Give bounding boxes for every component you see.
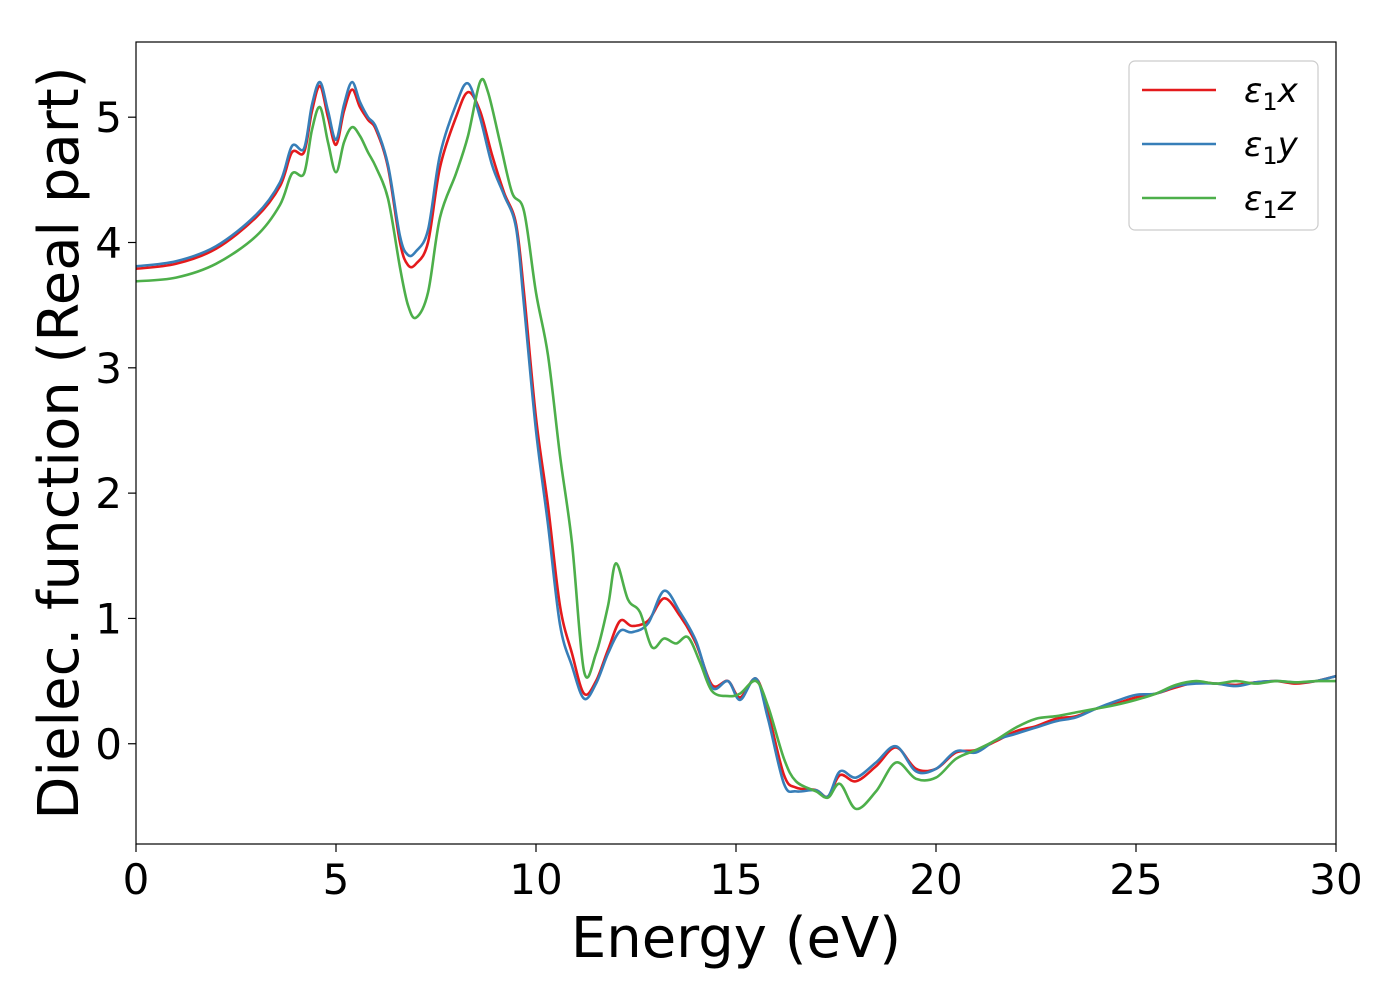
x-tick-label: 20 xyxy=(909,855,962,904)
x-tick-label: 25 xyxy=(1109,855,1162,904)
x-tick-label: 30 xyxy=(1309,855,1362,904)
y-tick-label: 1 xyxy=(95,594,122,643)
y-tick-label: 3 xyxy=(95,344,122,393)
series-line-1z xyxy=(136,77,1336,811)
y-axis: 0 1 2 3 4 5 xyxy=(95,93,136,769)
x-tick-label: 5 xyxy=(323,855,350,904)
x-tick-label: 15 xyxy=(709,855,762,904)
series-line-1y xyxy=(136,80,1336,799)
legend-box xyxy=(1128,60,1319,231)
y-tick-label: 0 xyxy=(95,720,122,769)
y-axis-label: Dielec. function (Real part) xyxy=(27,66,92,819)
x-tick-label: 10 xyxy=(509,855,562,904)
x-axis-label: Energy (eV) xyxy=(571,906,901,971)
legend-label: ε1z xyxy=(1244,179,1297,224)
y-tick-label: 2 xyxy=(95,469,122,518)
legend-label: ε1y xyxy=(1244,125,1299,170)
legend-label: ε1x xyxy=(1244,71,1299,116)
x-axis: 0 5 10 15 20 25 30 xyxy=(123,844,1363,904)
x-tick-label: 0 xyxy=(123,855,150,904)
series-layer xyxy=(136,77,1336,811)
y-tick-label: 4 xyxy=(95,219,122,268)
legend: ε1x ε1y ε1z xyxy=(1128,60,1319,231)
y-tick-label: 5 xyxy=(95,93,122,142)
